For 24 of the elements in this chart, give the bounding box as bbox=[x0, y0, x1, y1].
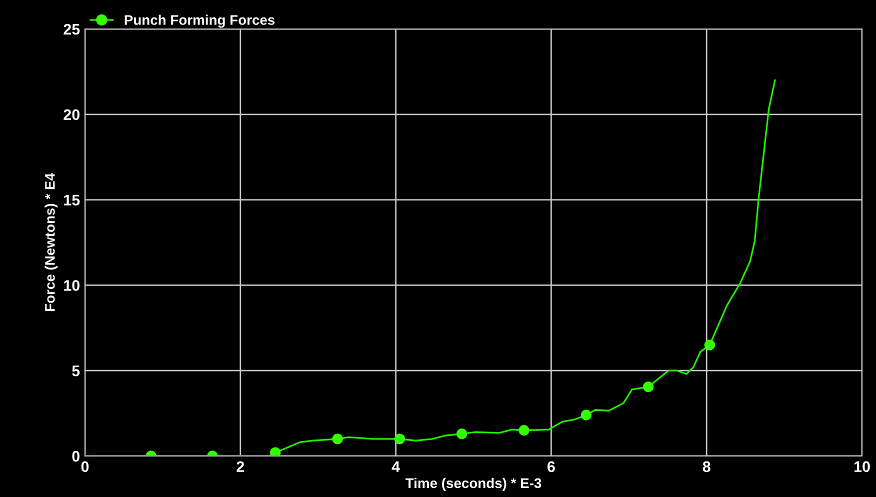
line-series bbox=[85, 79, 776, 456]
x-tick-label: 0 bbox=[81, 461, 89, 472]
point bbox=[642, 381, 654, 392]
x-tick-label: 8 bbox=[702, 461, 710, 472]
y-axis-title: Force (Newtons) * E4 bbox=[44, 173, 58, 312]
legend-label: Punch Forming Forces bbox=[124, 14, 275, 28]
y-tick-label: 20 bbox=[64, 109, 80, 120]
y-tick-label: 25 bbox=[64, 24, 80, 35]
x-tick-label: 10 bbox=[854, 461, 870, 472]
point bbox=[704, 340, 716, 350]
x-tick-label: 2 bbox=[236, 461, 244, 472]
point bbox=[394, 434, 406, 444]
point bbox=[456, 428, 468, 440]
point bbox=[332, 434, 343, 444]
x-tick-label: 4 bbox=[392, 461, 400, 472]
x-axis-title: Time (seconds) * E-3 bbox=[405, 478, 542, 491]
point bbox=[518, 425, 530, 436]
y-tick-label: 15 bbox=[64, 194, 80, 206]
y-tick-label: 5 bbox=[72, 366, 80, 376]
y-tick-label: 10 bbox=[64, 280, 80, 291]
point bbox=[580, 410, 592, 420]
point bbox=[270, 447, 281, 456]
x-tick-label: 6 bbox=[548, 461, 555, 472]
y-tick-label: 0 bbox=[72, 450, 80, 462]
